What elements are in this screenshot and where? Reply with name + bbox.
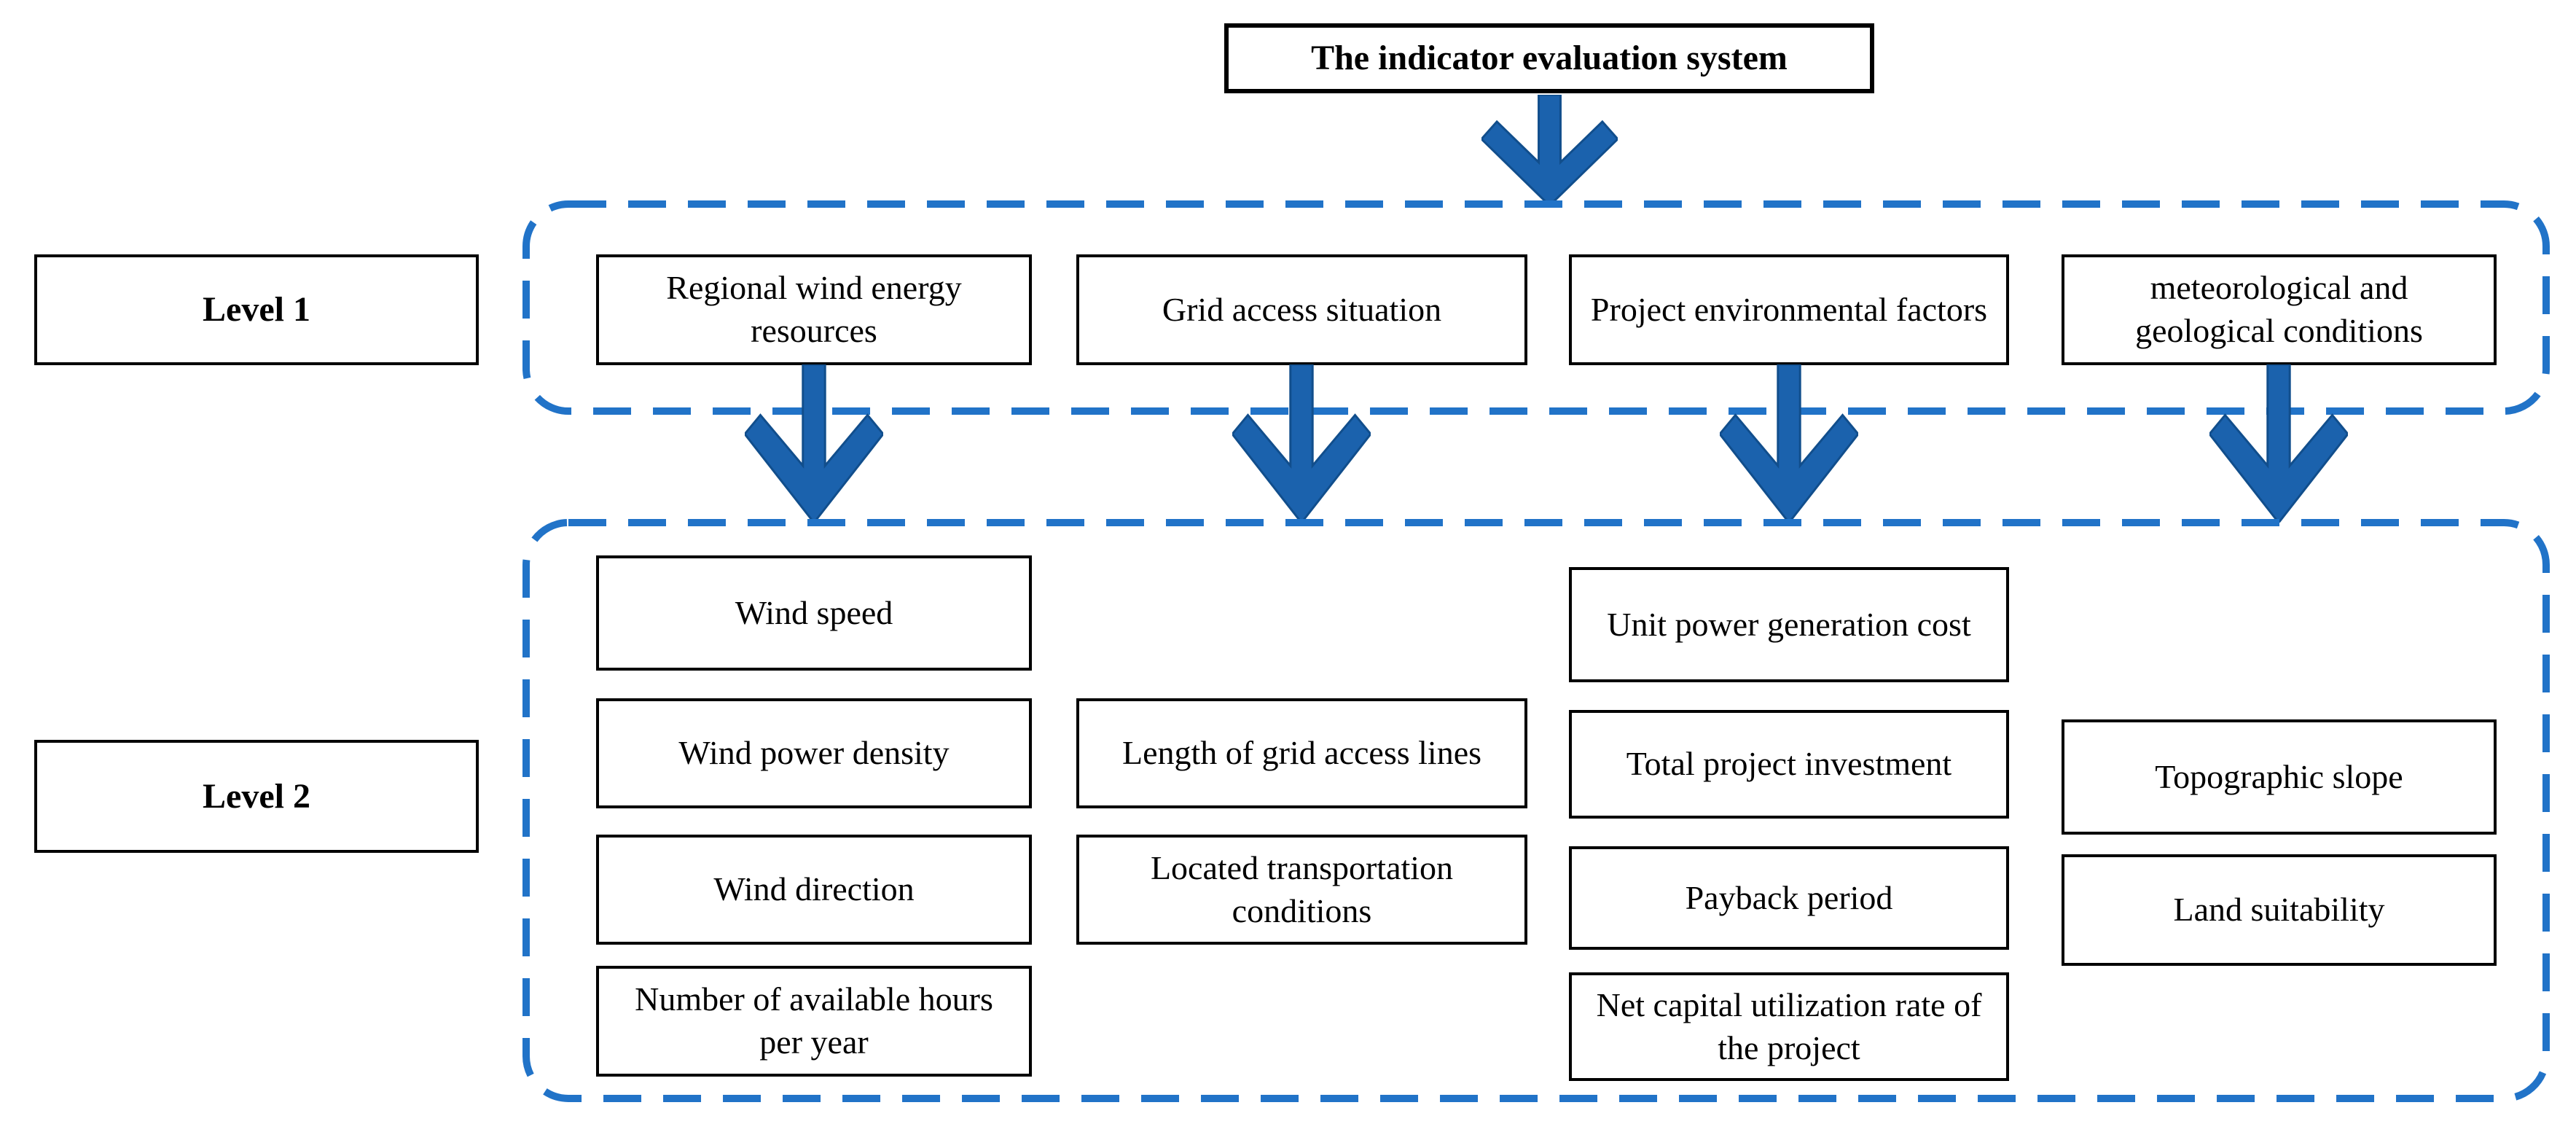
level1-box-label: meteorological and geological conditions [2135,269,2423,349]
level2-group-border [522,519,2550,1102]
level2-label-box: Level 2 [34,740,479,853]
level2-box: Wind speed [596,555,1032,671]
level2-box-label: Wind speed [735,593,893,631]
level1-box-label: Project environmental factors [1590,290,1988,328]
level1-box: Regional wind energy resources [596,254,1032,365]
level2-box: Total project investment [1569,710,2009,819]
level2-box: Length of grid access lines [1076,698,1527,808]
level2-box: Net capital utilization rate of the proj… [1569,972,2009,1081]
level2-box: Wind direction [596,835,1032,945]
level2-box: Located transportation conditions [1076,835,1527,945]
level2-box: Number of available hours per year [596,966,1032,1077]
down-arrow-icon [2209,364,2348,523]
level2-box-label: Length of grid access lines [1121,734,1482,772]
level2-box-label: Located transportation conditions [1150,848,1454,929]
level1-label: Level 1 [203,290,310,329]
down-arrow-icon [1720,364,1858,523]
down-arrow-icon [1481,95,1618,206]
level2-label: Level 2 [203,776,310,816]
level1-group-border [522,200,2550,415]
level2-box: Payback period [1569,846,2009,950]
level2-box-label: Topographic slope [2155,757,2403,795]
down-arrow-icon [1232,364,1371,523]
level1-box-label: Regional wind energy resources [666,269,962,349]
level2-box-label: Unit power generation cost [1607,605,1971,643]
level2-box-label: Land suitability [2173,891,2385,929]
level1-box: meteorological and geological conditions [2062,254,2497,365]
diagram-title: The indicator evaluation system [1311,39,1788,78]
level2-box-label: Wind power density [678,734,950,772]
level1-label-box: Level 1 [34,254,479,365]
level1-box-label: Grid access situation [1162,290,1442,328]
level1-box: Project environmental factors [1569,254,2009,365]
level2-box-label: Net capital utilization rate of the proj… [1596,985,1982,1066]
level2-box: Topographic slope [2062,719,2497,835]
level2-box-label: Number of available hours per year [635,980,993,1061]
level2-box-label: Wind direction [713,870,915,908]
level2-box: Unit power generation cost [1569,567,2009,682]
level2-box-label: Payback period [1685,878,1893,916]
level2-box: Land suitability [2062,854,2497,966]
level2-box-label: Total project investment [1626,745,1952,783]
level1-box: Grid access situation [1076,254,1527,365]
title-box: The indicator evaluation system [1224,23,1874,93]
down-arrow-icon [745,364,883,523]
level2-box: Wind power density [596,698,1032,808]
